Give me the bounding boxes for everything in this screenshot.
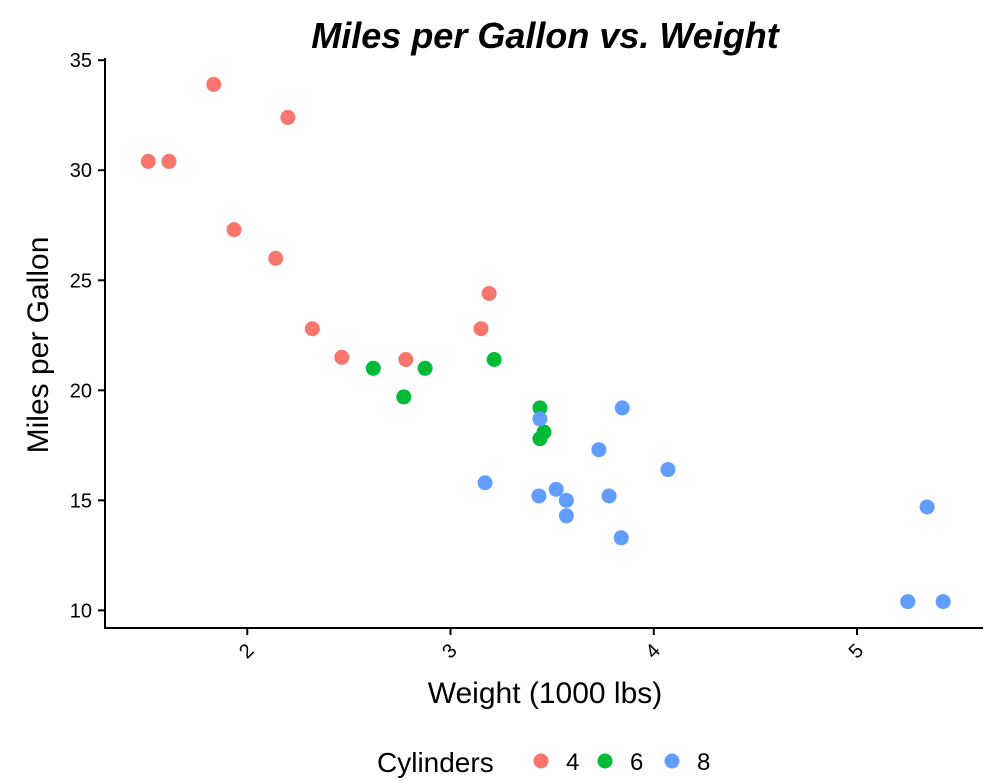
point-cyl6-4: [532, 400, 548, 416]
point-cyl8-1: [531, 488, 547, 504]
point-cyl4-7: [334, 349, 350, 365]
legend-key-4: [533, 753, 549, 769]
legend-label-8: 8: [697, 749, 710, 776]
y-tick-label-35: 35: [70, 50, 92, 72]
point-cyl6-1: [396, 389, 412, 405]
point-cyl4-8: [398, 352, 414, 368]
point-cyl6-0: [365, 360, 381, 376]
x-tick-label-3: 3: [438, 640, 461, 663]
point-cyl8-11: [900, 594, 916, 610]
chart-title: Miles per Gallon vs. Weight: [311, 15, 780, 56]
point-cyl4-3: [226, 222, 242, 238]
point-cyl8-4: [558, 492, 574, 508]
y-tick-label-20: 20: [70, 380, 92, 402]
x-tick-label-4: 4: [642, 640, 665, 663]
point-cyl8-0: [477, 475, 493, 491]
point-cyl8-12: [919, 499, 935, 515]
legend-label-6: 6: [630, 749, 643, 776]
y-axis-title: Miles per Gallon: [22, 237, 55, 454]
point-cyl6-2: [417, 360, 433, 376]
point-cyl6-6: [536, 424, 552, 440]
point-cyl8-2: [532, 411, 548, 427]
point-cyl8-3: [548, 481, 564, 497]
point-cyl4-10: [481, 285, 497, 301]
legend: Cylinders 4 6 8: [377, 747, 710, 778]
point-cyl8-13: [935, 594, 951, 610]
point-cyl8-7: [601, 488, 617, 504]
legend-key-8: [664, 753, 680, 769]
point-cyl4-4: [268, 250, 284, 266]
x-tick-label-2: 2: [235, 640, 258, 663]
y-tick-label-15: 15: [70, 490, 92, 512]
point-cyl6-3: [486, 352, 502, 368]
data-points: [140, 76, 951, 610]
point-cyl4-5: [280, 109, 296, 125]
y-tick-label-25: 25: [70, 270, 92, 292]
legend-title: Cylinders: [377, 747, 494, 778]
x-tick-label-5: 5: [845, 640, 868, 663]
point-cyl8-5: [558, 508, 574, 524]
y-tick-label-30: 30: [70, 160, 92, 182]
point-cyl8-8: [613, 530, 629, 546]
point-cyl4-9: [473, 321, 489, 337]
y-tick-label-10: 10: [70, 600, 92, 622]
x-axis-title: Weight (1000 lbs): [428, 677, 663, 710]
x-axis-ticks: 2 3 4 5: [235, 628, 868, 663]
point-cyl4-1: [161, 153, 177, 169]
point-cyl8-9: [614, 400, 630, 416]
point-cyl8-6: [591, 442, 607, 458]
point-cyl8-10: [660, 462, 676, 478]
legend-key-6: [597, 753, 613, 769]
legend-entries: 4 6 8: [533, 749, 710, 776]
axes: [104, 58, 983, 629]
point-cyl4-2: [206, 76, 222, 92]
point-cyl4-6: [304, 321, 320, 337]
point-cyl4-0: [140, 153, 156, 169]
y-axis-ticks: 10 15 20 25 30 35: [70, 50, 105, 622]
legend-label-4: 4: [566, 749, 579, 776]
